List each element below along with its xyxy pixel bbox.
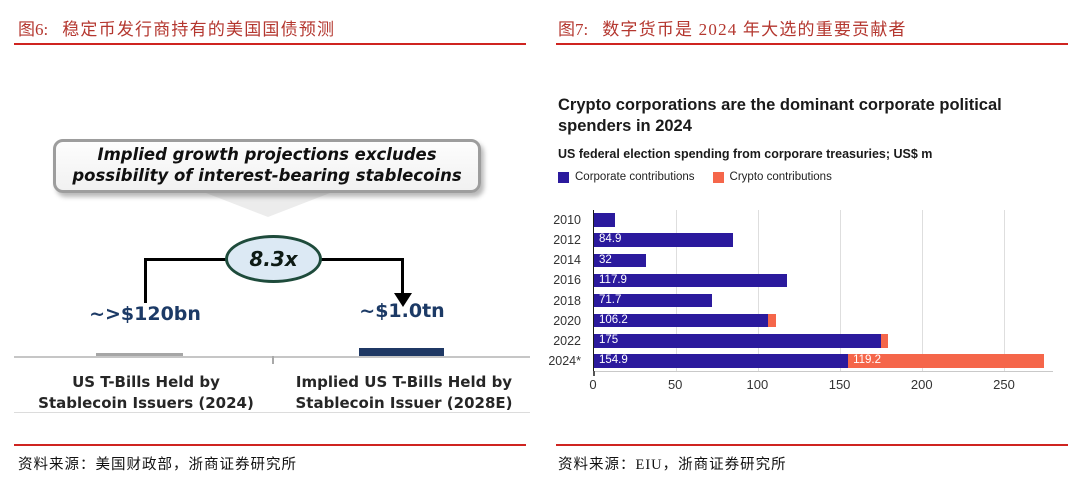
multiplier-value: 8.3x	[249, 247, 298, 271]
corporate-bar-segment: 175	[594, 334, 882, 348]
end-value: ~$1.0tn	[359, 300, 445, 322]
bar-plot: 84.9 32 117.9 71.7 106.2 175 154.9 119.2	[593, 210, 1050, 371]
corporate-swatch-icon	[558, 171, 569, 183]
fig7-heading: 图7: 数字货币是 2024 年大选的重要贡献者	[558, 15, 907, 40]
year-label: 2018	[553, 293, 581, 308]
x-axis-labels: 0 50 100 150 200 250	[589, 377, 1050, 393]
callout-pointer-icon	[206, 193, 330, 217]
x-tick-label: 150	[828, 377, 851, 392]
fig6-footer-rule	[14, 444, 526, 446]
fig7-footer-rule	[556, 444, 1068, 446]
bar-row: 32	[594, 250, 1050, 270]
fig6-number: 图6:	[18, 20, 49, 39]
legend-item-corporate: Corporate contributions	[558, 171, 695, 183]
diagram-bottom-rule	[14, 412, 530, 413]
year-label: 2016	[553, 273, 581, 288]
crypto-bar-segment	[881, 334, 889, 348]
chart-title: Crypto corporations are the dominant cor…	[558, 96, 1002, 136]
x-zero-tick	[593, 371, 595, 376]
bracket-right-drop	[401, 258, 404, 294]
fig6-header-rule	[14, 43, 526, 45]
multiplier-oval: 8.3x	[225, 235, 322, 283]
bar-value-label: 175	[599, 334, 619, 347]
start-value: ~>$120bn	[89, 303, 201, 325]
fig7-number: 图7:	[558, 20, 589, 39]
year-label: 2014	[553, 253, 581, 268]
fig6-source: 资料来源：美国财政部，浙商证券研究所	[18, 457, 297, 473]
bar-value-label: 154.9	[599, 354, 628, 367]
callout-box: Implied growth projections excludes poss…	[53, 139, 481, 193]
x-tick-label: 250	[993, 377, 1015, 392]
x-tick-label: 200	[910, 377, 933, 392]
start-axis-label: US T-Bills Held by Stablecoin Issuers (2…	[38, 373, 254, 412]
corporate-bar-segment: 117.9	[594, 273, 788, 288]
year-label: 2012	[553, 233, 581, 248]
corporate-bar-segment: 106.2	[594, 313, 769, 328]
year-label: 2022	[553, 333, 581, 348]
bar-value-label: 119.2	[853, 354, 882, 367]
baseline-tick	[272, 356, 274, 364]
bar-row: 84.9	[594, 230, 1050, 250]
fig6-heading: 图6: 稳定币发行商持有的美国国债预测	[18, 15, 335, 40]
bar-row: 117.9	[594, 270, 1050, 290]
crypto-swatch-icon	[712, 171, 724, 183]
corporate-bar-segment: 84.9	[594, 233, 734, 247]
bar-value-label: 117.9	[599, 273, 627, 286]
gridline	[1004, 210, 1006, 371]
corporate-bar-segment	[594, 213, 616, 227]
bar-value-label: 106.2	[599, 313, 628, 326]
corporate-bar-segment: 32	[594, 253, 647, 268]
chart-subtitle: US federal election spending from corpor…	[558, 147, 933, 161]
y-axis-labels: 2010 2012 2014 2016 2018 2020 2022 2024*	[538, 210, 588, 371]
bar-row	[594, 210, 1050, 230]
corporate-bar-segment: 154.9	[594, 354, 849, 368]
legend-item-crypto: Crypto contributions	[712, 171, 832, 183]
arrow-down-icon	[394, 293, 412, 307]
gridline	[758, 210, 760, 371]
year-label: 2020	[553, 313, 581, 328]
fig7-header-rule	[556, 43, 1068, 45]
bracket-left-drop	[144, 258, 147, 303]
bar-value-label: 71.7	[599, 293, 622, 306]
gridline	[922, 210, 924, 371]
gridline	[840, 210, 842, 371]
bar-value-label: 32	[599, 253, 612, 266]
legend-label-crypto: Crypto contributions	[729, 171, 832, 183]
gridline	[676, 210, 677, 371]
crypto-bar-segment: 119.2	[848, 354, 1044, 368]
corporate-bar-segment: 71.7	[594, 293, 712, 308]
x-tick-label: 0	[589, 377, 597, 392]
bar-row: 154.9 119.2	[594, 351, 1050, 371]
fig7-title: 数字货币是 2024 年大选的重要贡献者	[602, 20, 907, 39]
callout-text: Implied growth projections excludes poss…	[72, 145, 462, 185]
mini-bar-2024	[96, 353, 183, 357]
x-tick-label: 100	[746, 377, 769, 392]
year-label: 2010	[553, 213, 581, 228]
fig7-source: 资料来源：EIU，浙商证券研究所	[558, 457, 787, 473]
bar-row: 175	[594, 331, 1050, 351]
fig6-title: 稳定币发行商持有的美国国债预测	[62, 20, 336, 39]
chart-legend: Corporate contributions Crypto contribut…	[558, 171, 832, 183]
bar-value-label: 84.9	[599, 233, 622, 246]
bar-row: 71.7	[594, 291, 1050, 311]
crypto-bar-segment	[768, 313, 777, 328]
x-axis-line	[593, 371, 1053, 372]
end-axis-label: Implied US T-Bills Held by Stablecoin Is…	[295, 373, 513, 412]
bar-row: 106.2	[594, 311, 1050, 331]
year-label: 2024*	[548, 353, 581, 368]
mini-bar-2028	[359, 348, 444, 357]
x-tick-label: 50	[667, 377, 683, 392]
legend-label-corporate: Corporate contributions	[575, 171, 695, 183]
